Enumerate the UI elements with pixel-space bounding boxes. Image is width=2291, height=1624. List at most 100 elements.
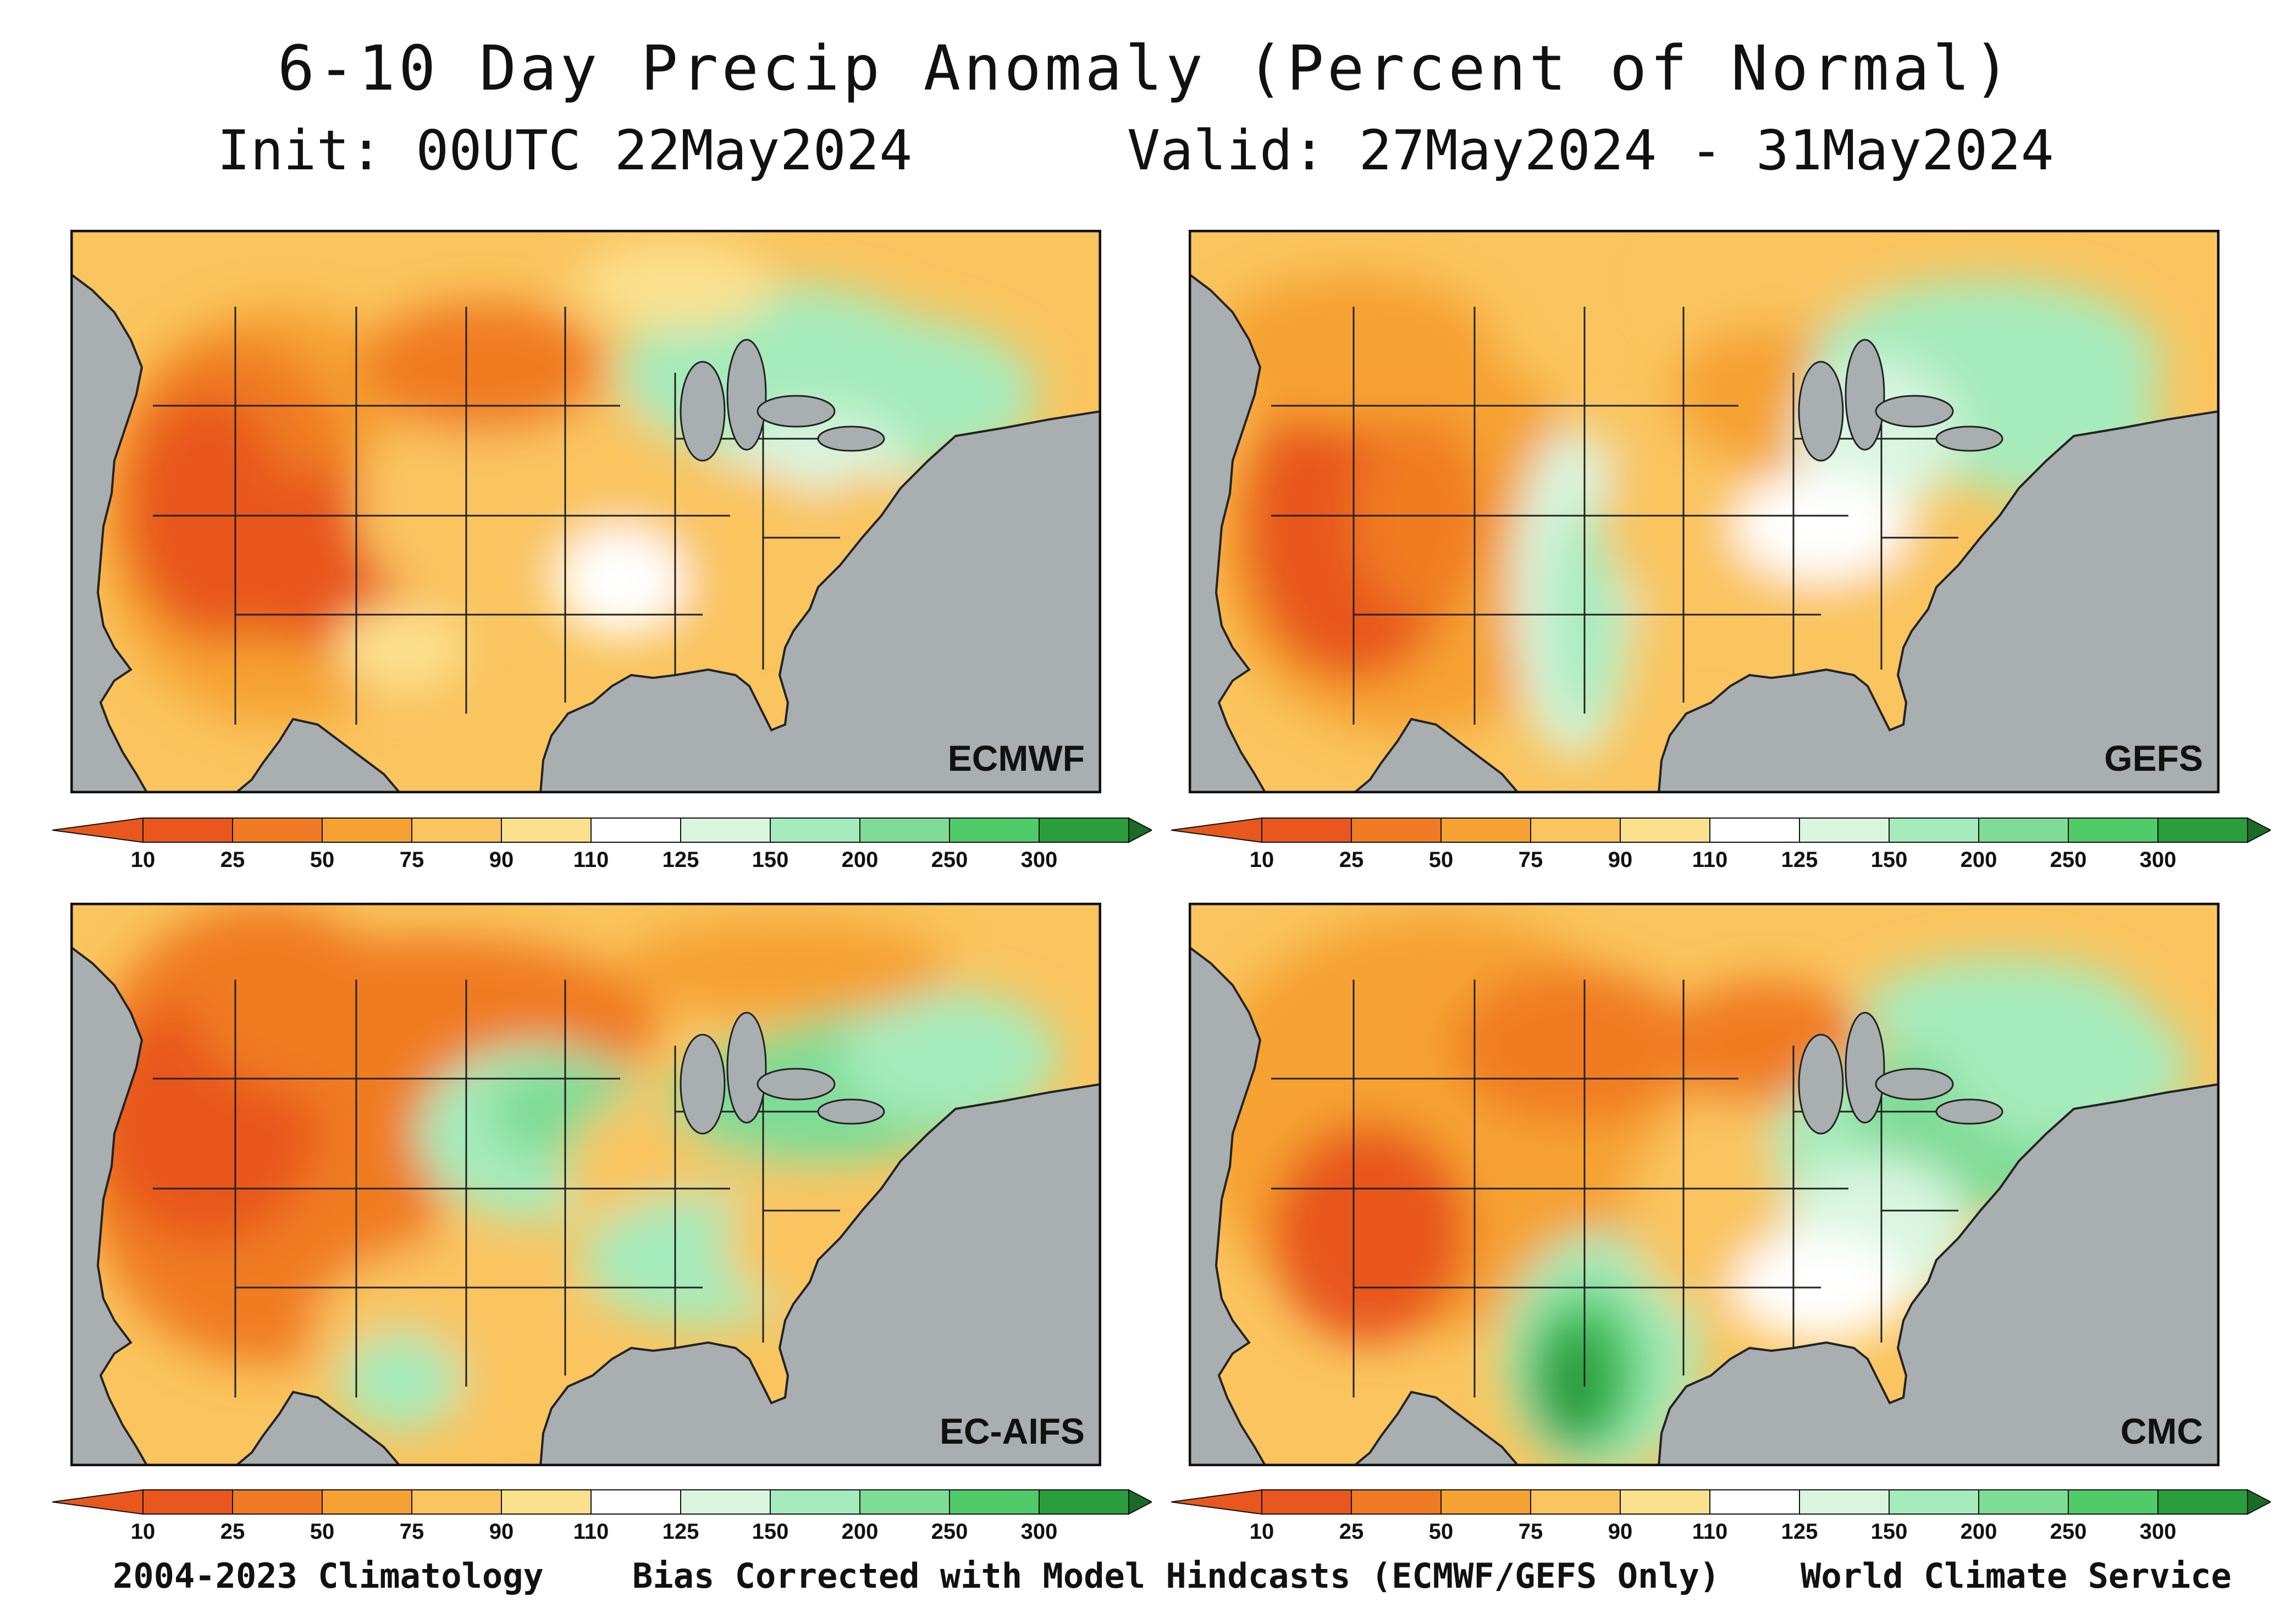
anomaly-region [576, 241, 774, 329]
coastline [70, 230, 1101, 793]
great-lake [1798, 361, 1844, 462]
colorbar-segment [1440, 1489, 1531, 1515]
colorbar-segment [1889, 1489, 1979, 1515]
colorbar-segment [859, 817, 950, 843]
colorbar-min-arrow [52, 1489, 143, 1515]
great-lake [1875, 1068, 1954, 1101]
colorbar-segment [2157, 1489, 2248, 1515]
colorbar [52, 817, 1152, 843]
colorbar-segment [411, 817, 502, 843]
colorbar-segment [1039, 817, 1129, 843]
colorbar-segment [859, 1489, 950, 1515]
colorbar-segment [590, 817, 681, 843]
map-panel-ec-aifs: EC-AIFS [70, 903, 1101, 1466]
map-panel-cmc: CMC [1189, 903, 2220, 1466]
panel-frame [1189, 903, 2220, 1466]
great-lake [757, 1068, 836, 1101]
footer-bias-note: Bias Corrected with Model Hindcasts (ECM… [632, 1556, 1720, 1596]
colorbar-segment [1620, 1489, 1710, 1515]
chart-title: 6-10 Day Precip Anomaly (Percent of Norm… [277, 33, 2014, 104]
valid-period: Valid: 27May2024 - 31May2024 [1127, 118, 2054, 183]
precip-anomaly-map [70, 903, 1101, 1466]
anomaly-region [340, 1332, 461, 1430]
colorbar-tick-label: 50 [310, 848, 335, 872]
colorbar-min-arrow [52, 817, 143, 843]
colorbar-segment [142, 1489, 233, 1515]
colorbar-tick-label: 300 [2139, 848, 2177, 872]
great-lake [1798, 1034, 1844, 1135]
map-panel-ecmwf: ECMWF [70, 230, 1101, 793]
colorbar-segment [680, 1489, 771, 1515]
panel-label: ECMWF [947, 738, 1085, 778]
colorbar-segment [1799, 1489, 1890, 1515]
colorbar-tick-label: 10 [130, 848, 156, 872]
colorbar-segment [1709, 817, 1800, 843]
colorbar [1171, 817, 2271, 843]
map-panel-gefs: GEFS [1189, 230, 2220, 793]
colorbar-segment [949, 1489, 1040, 1515]
colorbar-min-arrow [1171, 817, 1262, 843]
colorbar-tick-label: 75 [1518, 1520, 1543, 1544]
colorbar-tick-label: 300 [2139, 1520, 2177, 1544]
colorbar-segment [501, 817, 592, 843]
colorbar [1171, 1489, 2271, 1515]
colorbar-tick-label: 200 [1960, 848, 1997, 872]
colorbar-tick-label: 50 [310, 1520, 335, 1544]
colorbar-segment [770, 817, 860, 843]
precip-anomaly-map [1189, 230, 2220, 793]
colorbar-tick-label: 75 [399, 1520, 424, 1544]
colorbar-tick-label: 90 [489, 848, 514, 872]
colorbar-segment [1620, 817, 1710, 843]
colorbar-tick-label: 200 [841, 1520, 879, 1544]
colorbar-segment [411, 1489, 502, 1515]
colorbar-tick-label: 200 [841, 848, 879, 872]
colorbar-segment [680, 817, 771, 843]
colorbar-segment [1978, 817, 2069, 843]
anomaly-region [1859, 958, 2145, 1068]
colorbar-tick-label: 250 [931, 1520, 968, 1544]
colorbar-segment [1709, 1489, 1800, 1515]
great-lake [1935, 1098, 2003, 1125]
init-time: Init: 00UTC 22May2024 [217, 118, 913, 183]
anomaly-region [1453, 969, 1694, 1123]
colorbar-segment [142, 817, 233, 843]
precip-anomaly-map [70, 230, 1101, 793]
colorbar-segment [322, 1489, 412, 1515]
great-lake [1935, 426, 2003, 452]
footer-credit: World Climate Service [1801, 1556, 2232, 1596]
colorbar-tick-label: 250 [2050, 848, 2087, 872]
colorbar-tick-label: 25 [1339, 1520, 1364, 1544]
colorbar-segment [232, 817, 323, 843]
great-lake [1845, 1012, 1885, 1124]
colorbar-tick-label: 25 [1339, 848, 1364, 872]
colorbar-tick-label: 10 [1249, 848, 1274, 872]
anomaly-region [1271, 1123, 1469, 1343]
anomaly-region [1535, 1326, 1612, 1447]
anomaly-region [1656, 241, 1876, 329]
colorbar-tick-label: 10 [130, 1520, 156, 1544]
colorbar-tick-label: 25 [220, 1520, 245, 1544]
panel-label: EC-AIFS [940, 1411, 1085, 1451]
colorbar-tick-label: 125 [662, 1520, 699, 1544]
colorbar-segment [1530, 1489, 1621, 1515]
colorbar-min-arrow [1171, 1489, 1262, 1515]
anomaly-region [620, 919, 950, 1018]
colorbar-segment [2157, 817, 2248, 843]
great-lake [757, 395, 836, 428]
colorbar-tick-label: 125 [662, 848, 699, 872]
great-lake [817, 1098, 885, 1125]
colorbar-tick-label: 50 [1428, 1520, 1454, 1544]
colorbar-tick-label: 90 [1608, 1520, 1633, 1544]
anomaly-region [554, 527, 686, 637]
anomaly-region [334, 604, 466, 692]
panel-frame [1189, 230, 2220, 793]
colorbar-tick-label: 75 [1518, 848, 1543, 872]
colorbar-segment [1351, 1489, 1442, 1515]
colorbar-tick-label: 125 [1781, 1520, 1818, 1544]
colorbar-segment [501, 1489, 592, 1515]
colorbar-tick-label: 250 [931, 848, 968, 872]
colorbar-segment [1978, 1489, 2069, 1515]
colorbar-segment [590, 1489, 681, 1515]
colorbar-tick-label: 200 [1960, 1520, 1997, 1544]
great-lake [726, 339, 767, 451]
